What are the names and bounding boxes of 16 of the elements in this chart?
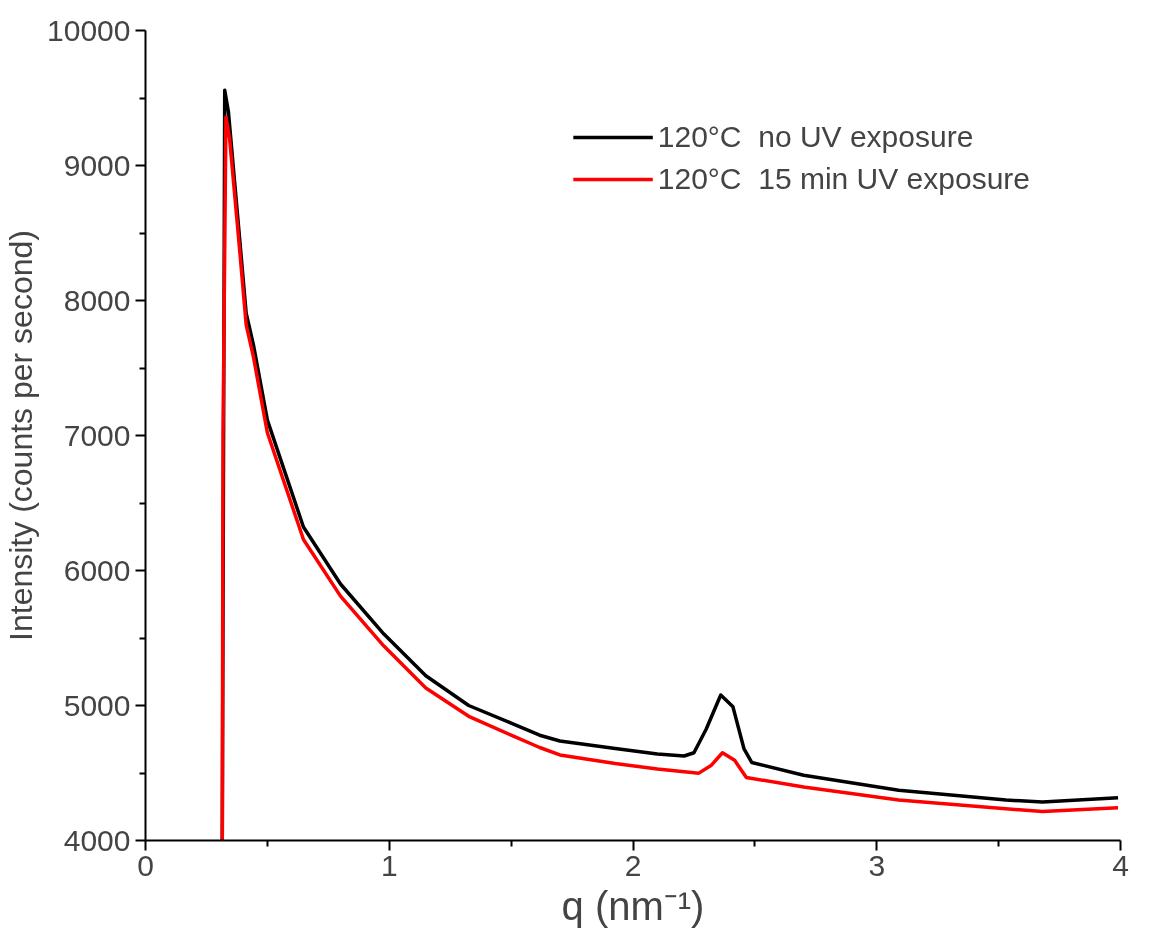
y-tick-label: 7000: [63, 418, 131, 452]
y-tick-label: 4000: [63, 823, 131, 857]
x-tick-label: 0: [137, 848, 154, 882]
y-tick-label: 10000: [47, 13, 131, 47]
x-tick-label: 1: [380, 848, 398, 882]
legend-label: 120°C no UV exposure: [657, 120, 974, 154]
y-tick-label: 8000: [63, 283, 131, 317]
y-tick-label: 6000: [63, 553, 131, 587]
legend-label: 120°C 15 min UV exposure: [657, 162, 1030, 196]
x-tick-label: 4: [1112, 848, 1129, 882]
x-tick-label: 2: [624, 848, 642, 882]
x-tick-label: 3: [868, 848, 886, 882]
y-axis-title: Intensity (counts per second): [3, 230, 40, 641]
y-tick-label: 9000: [63, 148, 131, 182]
x-axis-title: q (nm⁻¹): [561, 883, 705, 928]
y-tick-label: 5000: [63, 688, 131, 722]
